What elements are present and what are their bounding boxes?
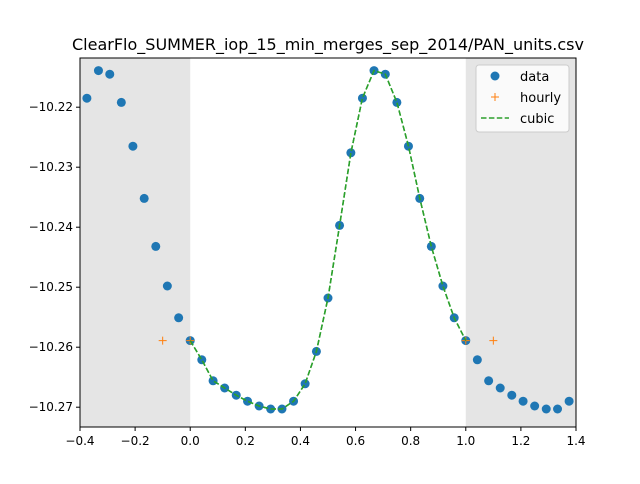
data-point <box>162 281 172 291</box>
data-point <box>392 97 402 107</box>
data-point <box>151 241 161 251</box>
x-tick-label: 0.6 <box>346 434 365 448</box>
data-point <box>105 69 115 79</box>
data-point <box>128 141 138 151</box>
legend-label: hourly <box>520 91 561 106</box>
data-point <box>93 66 103 76</box>
y-tick-label: −10.23 <box>29 160 73 174</box>
legend-marker-data <box>490 71 500 81</box>
x-tick-label: 1.2 <box>511 434 530 448</box>
data-point <box>357 93 367 103</box>
legend-label: data <box>520 70 549 85</box>
x-tick-label: −0.4 <box>65 434 94 448</box>
data-point <box>472 355 482 365</box>
data-point <box>438 281 448 291</box>
data-point <box>553 404 563 414</box>
data-point <box>139 193 149 203</box>
legend-box <box>475 64 570 133</box>
y-tick-label: −10.25 <box>29 280 73 294</box>
data-point <box>346 148 356 158</box>
data-point <box>564 396 574 406</box>
x-tick-label: 0.4 <box>291 434 310 448</box>
hourly-point <box>489 336 498 345</box>
axes-frame <box>79 57 577 428</box>
data-point <box>208 376 218 386</box>
data-point <box>82 93 92 103</box>
data-point <box>495 383 505 393</box>
hourly-point <box>158 336 167 345</box>
x-tick-label: 0.2 <box>236 434 255 448</box>
x-tick-label: 1.4 <box>566 434 585 448</box>
data-point <box>243 396 253 406</box>
shaded-region <box>80 58 191 427</box>
x-tick-label: −0.2 <box>121 434 150 448</box>
data-point <box>484 376 494 386</box>
x-tick-label: 1.0 <box>456 434 475 448</box>
data-point <box>300 379 310 389</box>
data-point <box>174 313 184 323</box>
y-tick-label: −10.22 <box>29 100 73 114</box>
data-point <box>518 396 528 406</box>
data-point <box>541 404 551 414</box>
data-point <box>116 97 126 107</box>
legend-marker-hourly <box>491 93 499 101</box>
legend-label: cubic <box>520 112 554 127</box>
y-tick-label: −10.26 <box>29 340 73 354</box>
x-tick-label: 0.0 <box>181 434 200 448</box>
legend: data hourly cubic <box>475 64 570 133</box>
y-tick-label: −10.24 <box>29 220 73 234</box>
y-tick-label: −10.27 <box>29 400 73 414</box>
data-point <box>507 390 517 400</box>
chart-title: ClearFlo_SUMMER_iop_15_min_merges_sep_20… <box>72 35 584 55</box>
x-tick-label: 0.8 <box>401 434 420 448</box>
cubic-series-line-overlay <box>189 69 467 410</box>
data-point <box>530 401 540 411</box>
data-point <box>197 355 207 365</box>
